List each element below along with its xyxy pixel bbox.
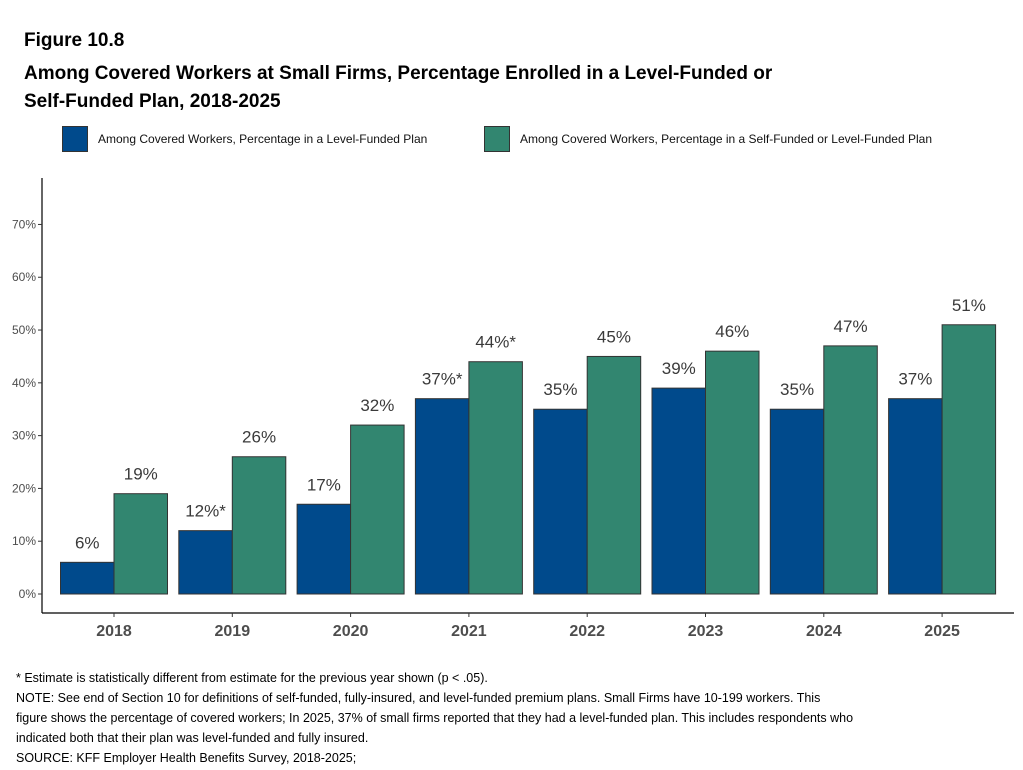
legend-swatch-self-or-level-funded (484, 126, 510, 152)
y-tick-label: 50% (12, 323, 36, 337)
data-label: 6% (75, 533, 100, 552)
legend-label-self-or-level-funded: Among Covered Workers, Percentage in a S… (520, 132, 933, 146)
y-tick-label: 70% (12, 217, 36, 231)
legend-item-level-funded: Among Covered Workers, Percentage in a L… (62, 126, 427, 152)
bar (651, 387, 706, 595)
note-line-1: NOTE: See end of Section 10 for definiti… (16, 691, 821, 705)
data-label: 32% (360, 396, 394, 415)
chart-title-line-1: Among Covered Workers at Small Firms, Pe… (24, 63, 773, 84)
chart-title-line-2: Self-Funded Plan, 2018-2025 (24, 91, 281, 112)
figure-label: Figure 10.8 (24, 30, 125, 51)
data-label: 44%* (475, 333, 516, 352)
bar (350, 424, 405, 595)
bar (586, 355, 642, 595)
bar (296, 503, 352, 595)
legend-item-self-or-level-funded: Among Covered Workers, Percentage in a S… (484, 126, 932, 152)
bar (823, 345, 878, 595)
data-label: 35% (780, 380, 814, 399)
bar (769, 408, 825, 595)
x-tick-label: 2022 (569, 623, 605, 640)
source-note: SOURCE: KFF Employer Health Benefits Sur… (16, 751, 357, 765)
bar (414, 398, 470, 595)
x-tick-label: 2023 (688, 623, 724, 640)
data-label: 45% (597, 327, 631, 346)
bar-chart: 0% 10% 20% 30% 40% 50% 60% 70% 2018 6% 19% 2019 12%*… (12, 178, 1014, 640)
x-tick-label: 2019 (215, 623, 251, 640)
data-label: 47% (834, 317, 868, 336)
y-tick-label: 30% (12, 429, 36, 443)
data-label: 39% (662, 359, 696, 378)
bar (60, 561, 115, 595)
data-label: 51% (952, 296, 986, 315)
chart-notes: * Estimate is statistically different fr… (16, 668, 1016, 768)
data-label: 35% (543, 380, 577, 399)
y-tick-label: 20% (12, 481, 36, 495)
y-tick-label: 0% (19, 587, 37, 601)
legend-label-level-funded: Among Covered Workers, Percentage in a L… (98, 132, 428, 146)
data-label: 17% (307, 475, 341, 494)
data-label: 46% (715, 322, 749, 341)
bar (178, 530, 233, 595)
y-tick-label: 60% (12, 270, 36, 284)
data-label: 26% (242, 428, 276, 447)
chart-title: Among Covered Workers at Small Firms, Pe… (24, 60, 984, 116)
bar (468, 361, 523, 595)
bar (941, 324, 997, 595)
data-label: 37% (898, 370, 932, 389)
bar (533, 408, 588, 595)
bar (113, 493, 168, 595)
x-tick-label: 2020 (333, 623, 369, 640)
legend-swatch-level-funded (62, 126, 88, 152)
bar (705, 350, 760, 595)
bar (231, 456, 287, 595)
data-label: 19% (124, 465, 158, 484)
note-line-3: indicated both that their plan was level… (16, 731, 369, 745)
bar (888, 398, 943, 595)
x-tick-label: 2018 (96, 623, 132, 640)
data-label: 37%* (422, 370, 463, 389)
note-line-2: figure shows the percentage of covered w… (16, 711, 854, 725)
x-tick-label: 2024 (806, 623, 842, 640)
x-tick-label: 2025 (924, 623, 960, 640)
asterisk-note: * Estimate is statistically different fr… (16, 671, 488, 685)
y-tick-label: 40% (12, 376, 36, 390)
x-tick-label: 2021 (451, 623, 487, 640)
data-label: 12%* (185, 502, 226, 521)
y-tick-label: 10% (12, 534, 36, 548)
